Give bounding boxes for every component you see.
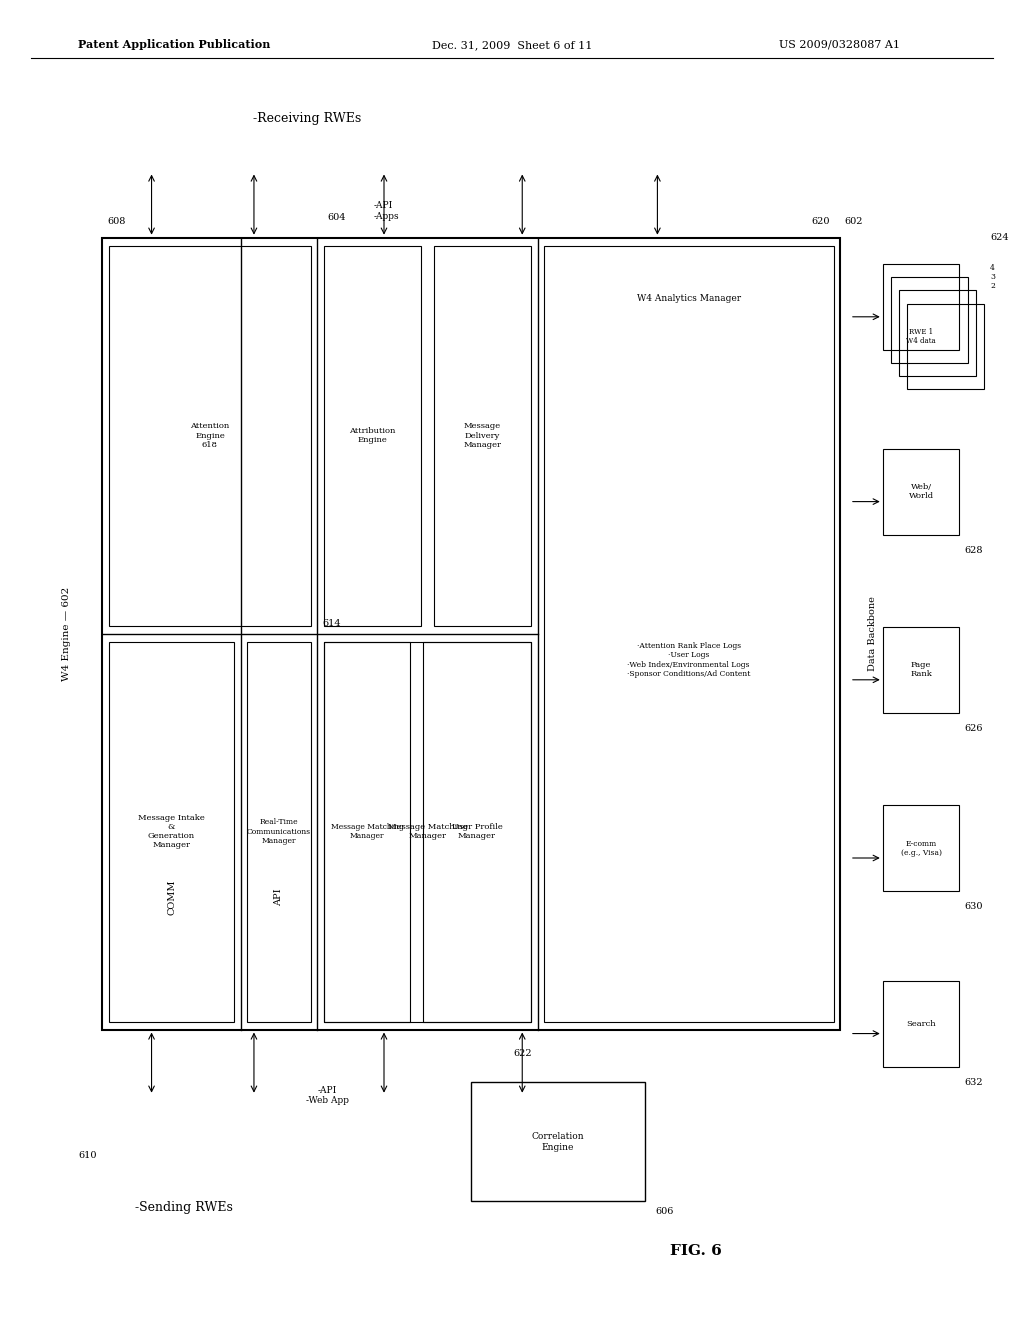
Text: API: API	[274, 888, 284, 907]
Text: COMM: COMM	[167, 880, 176, 915]
Text: Web/
World: Web/ World	[908, 483, 934, 500]
Text: User Profile
Manager: User Profile Manager	[452, 822, 503, 841]
Text: 606: 606	[655, 1208, 674, 1216]
Text: 632: 632	[965, 1078, 983, 1086]
Text: ·Attention Rank Place Logs
·User Logs
·Web Index/Environmental Logs
·Sponsor Con: ·Attention Rank Place Logs ·User Logs ·W…	[627, 643, 751, 677]
Text: 622: 622	[514, 1049, 532, 1057]
Text: 602: 602	[845, 218, 863, 226]
Text: Real-Time
Communications
Manager: Real-Time Communications Manager	[247, 818, 311, 845]
Text: 626: 626	[965, 725, 983, 733]
Text: US 2009/0328087 A1: US 2009/0328087 A1	[779, 40, 900, 50]
Text: 610: 610	[79, 1151, 97, 1159]
Text: Message Matching
Manager: Message Matching Manager	[387, 822, 468, 841]
Text: 628: 628	[965, 546, 983, 554]
Text: E-comm
(e.g., Visa): E-comm (e.g., Visa)	[900, 840, 942, 857]
Text: W4 Analytics Manager: W4 Analytics Manager	[637, 294, 740, 302]
Text: -API
-Apps: -API -Apps	[374, 202, 399, 220]
Text: 620: 620	[811, 218, 829, 226]
Text: Correlation
Engine: Correlation Engine	[531, 1133, 585, 1151]
Text: Message Matching
Manager: Message Matching Manager	[331, 822, 403, 841]
Text: 624: 624	[990, 234, 1009, 242]
Text: 630: 630	[965, 903, 983, 911]
Text: 614: 614	[323, 619, 341, 627]
Text: Message
Delivery
Manager: Message Delivery Manager	[464, 422, 502, 449]
Text: 608: 608	[108, 218, 126, 226]
Text: 604: 604	[328, 214, 346, 222]
Text: Data Backbone: Data Backbone	[868, 597, 877, 671]
Text: Page
Rank: Page Rank	[910, 661, 932, 678]
Text: Patent Application Publication: Patent Application Publication	[78, 40, 270, 50]
Text: -Sending RWEs: -Sending RWEs	[135, 1201, 233, 1214]
Text: RWE 1
W4 data: RWE 1 W4 data	[906, 327, 936, 346]
FancyBboxPatch shape	[471, 1082, 645, 1201]
Text: Search: Search	[906, 1019, 936, 1028]
Text: FIG. 6: FIG. 6	[671, 1245, 722, 1258]
Text: 4
3
2: 4 3 2	[990, 264, 995, 290]
Text: Attribution
Engine: Attribution Engine	[349, 426, 395, 445]
Text: Attention
Engine
618: Attention Engine 618	[190, 422, 229, 449]
Text: Dec. 31, 2009  Sheet 6 of 11: Dec. 31, 2009 Sheet 6 of 11	[432, 40, 592, 50]
Text: -API
-Web App: -API -Web App	[306, 1086, 349, 1105]
Text: -Receiving RWEs: -Receiving RWEs	[253, 112, 361, 125]
Text: W4 Engine — 602: W4 Engine — 602	[62, 586, 71, 681]
Text: Message Intake
&
Generation
Manager: Message Intake & Generation Manager	[138, 814, 205, 849]
